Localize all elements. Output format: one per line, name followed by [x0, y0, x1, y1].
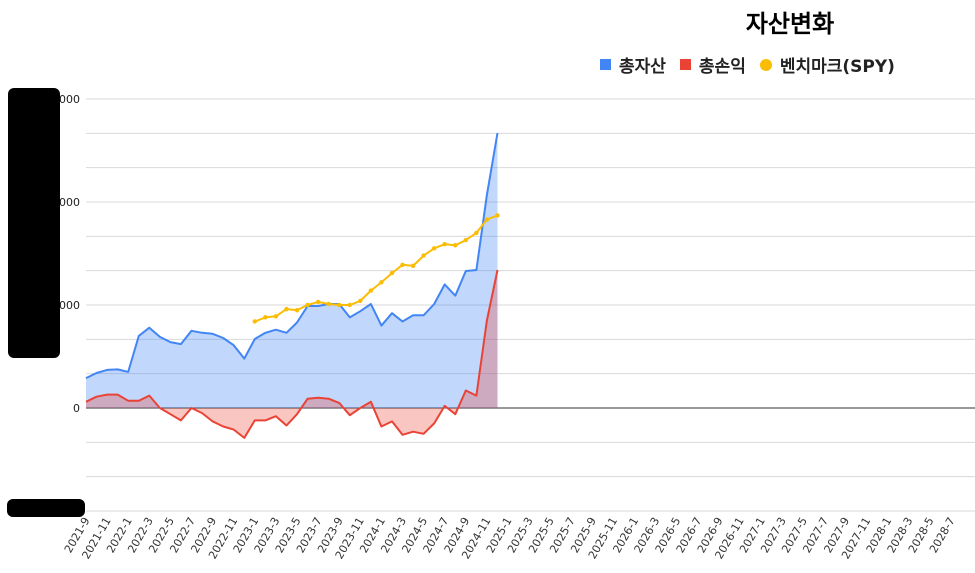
data-point: [347, 302, 352, 308]
data-point: [305, 302, 310, 308]
data-point: [410, 263, 416, 269]
data-point: [474, 230, 479, 236]
legend-swatch-total-pnl: [679, 59, 691, 70]
series-line-0: [85, 132, 499, 379]
x-axis-ticks: 2021-92021-112022-12022-32022-52022-7202…: [62, 515, 958, 561]
data-point: [495, 213, 500, 218]
data-point: [263, 315, 268, 320]
data-point: [294, 307, 300, 313]
data-point: [431, 246, 437, 251]
series-markers: [252, 213, 500, 324]
chart-legend: 총자산 총손익 벤치마크(SPY): [600, 52, 895, 77]
legend-label-total-assets: 총자산: [619, 57, 666, 77]
data-point: [463, 237, 468, 243]
gridlines: [86, 98, 975, 512]
data-point: [400, 262, 405, 268]
series-areas: [86, 133, 498, 438]
data-point: [284, 306, 289, 312]
data-point: [337, 302, 342, 308]
data-point: [453, 243, 458, 248]
data-point: [252, 319, 257, 324]
legend-item-total-pnl[interactable]: 총손익: [679, 52, 746, 77]
data-point: [484, 217, 490, 222]
data-point: [421, 253, 426, 258]
legend-label-benchmark: 벤치마크(SPY): [779, 57, 895, 77]
data-point: [379, 280, 384, 285]
legend-label-total-pnl: 총손익: [698, 57, 746, 77]
series-line-1: [85, 269, 499, 439]
legend-item-benchmark[interactable]: 벤치마크(SPY): [759, 52, 895, 77]
data-point: [273, 314, 279, 319]
data-point: [315, 299, 321, 305]
redaction-block-y-axis: [8, 88, 60, 358]
redaction-block-bottom-left: [7, 499, 85, 517]
y-tick-label: 0: [73, 402, 80, 415]
chart-title: 자산변화: [745, 10, 835, 38]
data-point: [358, 298, 363, 304]
data-point: [389, 270, 395, 276]
legend-swatch-benchmark: [759, 58, 772, 71]
area-0: [86, 133, 498, 408]
data-point: [326, 301, 331, 307]
legend-item-total-assets[interactable]: 총자산: [600, 52, 666, 77]
legend-swatch-total-assets: [600, 59, 611, 70]
data-point: [368, 288, 374, 293]
data-point: [442, 242, 447, 247]
